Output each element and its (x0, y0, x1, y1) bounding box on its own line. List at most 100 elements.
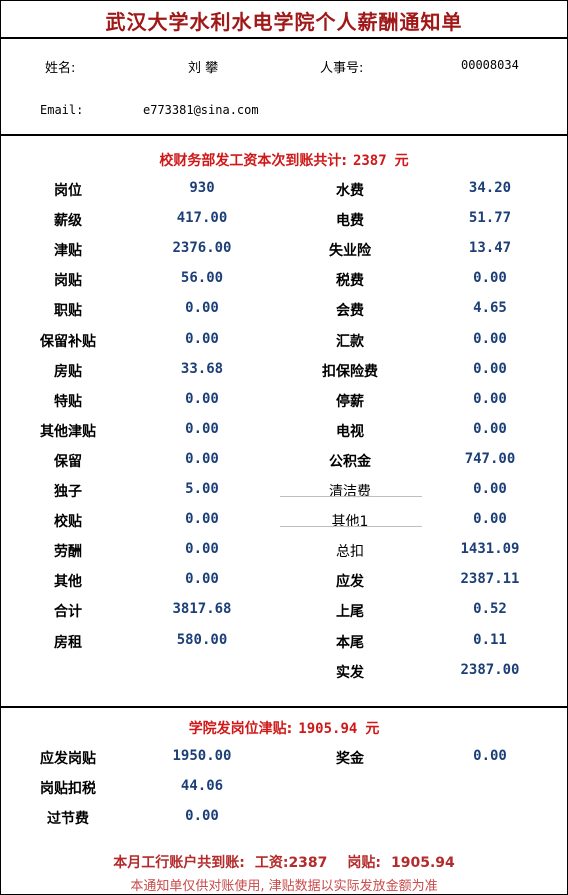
item-value: 0.00 (185, 330, 219, 347)
item-label: 公积金 (329, 453, 371, 470)
allowance-value: 1905.94 (391, 855, 455, 871)
item-value: 0.00 (473, 330, 507, 347)
table-row: 劳酬 0.00 总扣 1431.09 (0, 541, 568, 563)
table-row: 特贴 0.00 停薪 0.00 (0, 391, 568, 413)
table-row: 岗贴 56.00 税费 0.00 (0, 270, 568, 292)
school-total-label: 校财务部发工资本次到账共计: (159, 153, 347, 169)
item-value: 5.00 (185, 481, 219, 497)
table-row: 实发 2387.00 (0, 662, 568, 684)
item-value: 2387.00 (460, 661, 520, 678)
item-label: 岗贴扣税 (40, 781, 96, 797)
item-value: 747.00 (464, 450, 516, 467)
college-allowance-unit: 元 (365, 721, 380, 737)
item-value: 0.00 (473, 748, 507, 764)
item-value: 0.00 (185, 571, 219, 588)
item-value: 0.00 (473, 420, 507, 437)
college-allowance-banner: 学院发岗位津贴: 1905.94 元 (0, 718, 568, 738)
item-value: 51.77 (468, 210, 512, 227)
item-label: 会费 (336, 303, 364, 320)
item-value: 0.00 (473, 270, 507, 287)
table-row: 其他津贴 0.00 电视 0.00 (0, 421, 568, 443)
item-label: 总扣 (336, 544, 364, 561)
item-label: 电视 (336, 423, 364, 440)
table-row: 房贴 33.68 扣保险费 0.00 (0, 361, 568, 383)
item-label: 扣保险费 (322, 363, 378, 380)
item-label: 失业险 (329, 243, 371, 260)
table-row: 薪级 417.00 电费 51.77 (0, 210, 568, 232)
item-value: 2376.00 (172, 240, 232, 257)
item-label: 清洁费 (329, 484, 371, 500)
item-value: 0.00 (473, 390, 507, 407)
item-value: 0.00 (185, 541, 219, 558)
table-row: 保留补贴 0.00 汇款 0.00 (0, 331, 568, 353)
item-label: 上尾 (336, 604, 364, 621)
item-label: 保留 (54, 453, 82, 470)
item-value: 0.00 (185, 511, 219, 528)
item-value: 1431.09 (460, 541, 520, 558)
table-row: 合计 3817.68 上尾 0.52 (0, 601, 568, 623)
table-row: 过节费 0.00 (0, 808, 568, 830)
summary-label: 本月工行账户共到账: (113, 855, 245, 871)
name-label: 姓名: (45, 61, 76, 76)
item-label: 电费 (336, 213, 364, 230)
item-label: 保留补贴 (40, 333, 96, 350)
school-total-amount: 2387 (352, 153, 387, 169)
slip-title: 武汉大学水利水电学院个人薪酬通知单 (105, 10, 463, 34)
cell-divider (280, 526, 422, 527)
item-label: 劳酬 (54, 544, 82, 561)
item-label: 职贴 (54, 303, 82, 320)
wage-value: 2387 (288, 855, 328, 871)
item-value: 0.00 (185, 390, 219, 407)
divider (0, 37, 568, 39)
item-label: 应发岗贴 (40, 751, 96, 767)
item-value: 0.00 (185, 420, 219, 437)
item-value: 4.65 (473, 300, 507, 317)
table-row: 职贴 0.00 会费 4.65 (0, 300, 568, 322)
item-label: 房贴 (54, 363, 82, 380)
table-row: 应发岗贴 1950.00 奖金 0.00 (0, 748, 568, 770)
email-label: Email: (40, 103, 84, 117)
table-row: 独子 5.00 清洁费 0.00 (0, 481, 568, 503)
table-row: 校贴 0.00 其他1 0.00 (0, 511, 568, 533)
item-value: 0.11 (473, 631, 507, 648)
item-label: 其他津贴 (40, 423, 96, 440)
staff-id-value: 00008034 (461, 58, 519, 72)
name-value: 刘 攀 (188, 61, 219, 76)
item-label: 津贴 (54, 243, 82, 260)
cell-divider (280, 496, 422, 497)
item-label: 校贴 (54, 514, 82, 531)
item-value: 1950.00 (172, 748, 232, 764)
item-label: 停薪 (336, 393, 364, 410)
college-allowance-amount: 1905.94 (298, 721, 358, 737)
item-value: 0.52 (473, 601, 507, 618)
table-row: 岗贴扣税 44.06 (0, 778, 568, 800)
item-label: 岗贴 (54, 273, 82, 290)
item-label: 本尾 (336, 634, 364, 651)
item-label: 税费 (336, 273, 364, 290)
item-value: 0.00 (185, 808, 219, 824)
item-value: 3817.68 (172, 601, 232, 618)
table-row: 其他 0.00 应发 2387.11 (0, 571, 568, 593)
item-value: 13.47 (468, 240, 512, 257)
email-value: e773381@sina.com (143, 103, 259, 117)
account-summary: 本月工行账户共到账: 工资:2387 岗贴: 1905.94 (0, 852, 568, 872)
item-label: 汇款 (336, 333, 364, 350)
table-row: 房租 580.00 本尾 0.11 (0, 632, 568, 654)
school-total-banner: 校财务部发工资本次到账共计: 2387 元 (0, 150, 568, 170)
item-value: 56.00 (180, 270, 224, 287)
item-label: 岗位 (54, 183, 82, 199)
divider (0, 706, 568, 708)
allowance-label: 岗贴: (347, 855, 382, 871)
item-value: 0.00 (185, 300, 219, 317)
table-row: 津贴 2376.00 失业险 13.47 (0, 240, 568, 262)
divider (0, 134, 568, 136)
item-value: 580.00 (176, 631, 228, 648)
disclaimer-note: 本通知单仅供对账使用, 津贴数据以实际发放金额为准 (130, 879, 438, 894)
item-value: 0.00 (473, 511, 507, 528)
item-value: 0.00 (473, 360, 507, 377)
item-label: 独子 (54, 484, 82, 500)
item-label: 实发 (336, 664, 364, 681)
item-value: 33.68 (180, 360, 224, 377)
item-value: 930 (189, 180, 215, 196)
item-label: 其他 (54, 574, 82, 591)
